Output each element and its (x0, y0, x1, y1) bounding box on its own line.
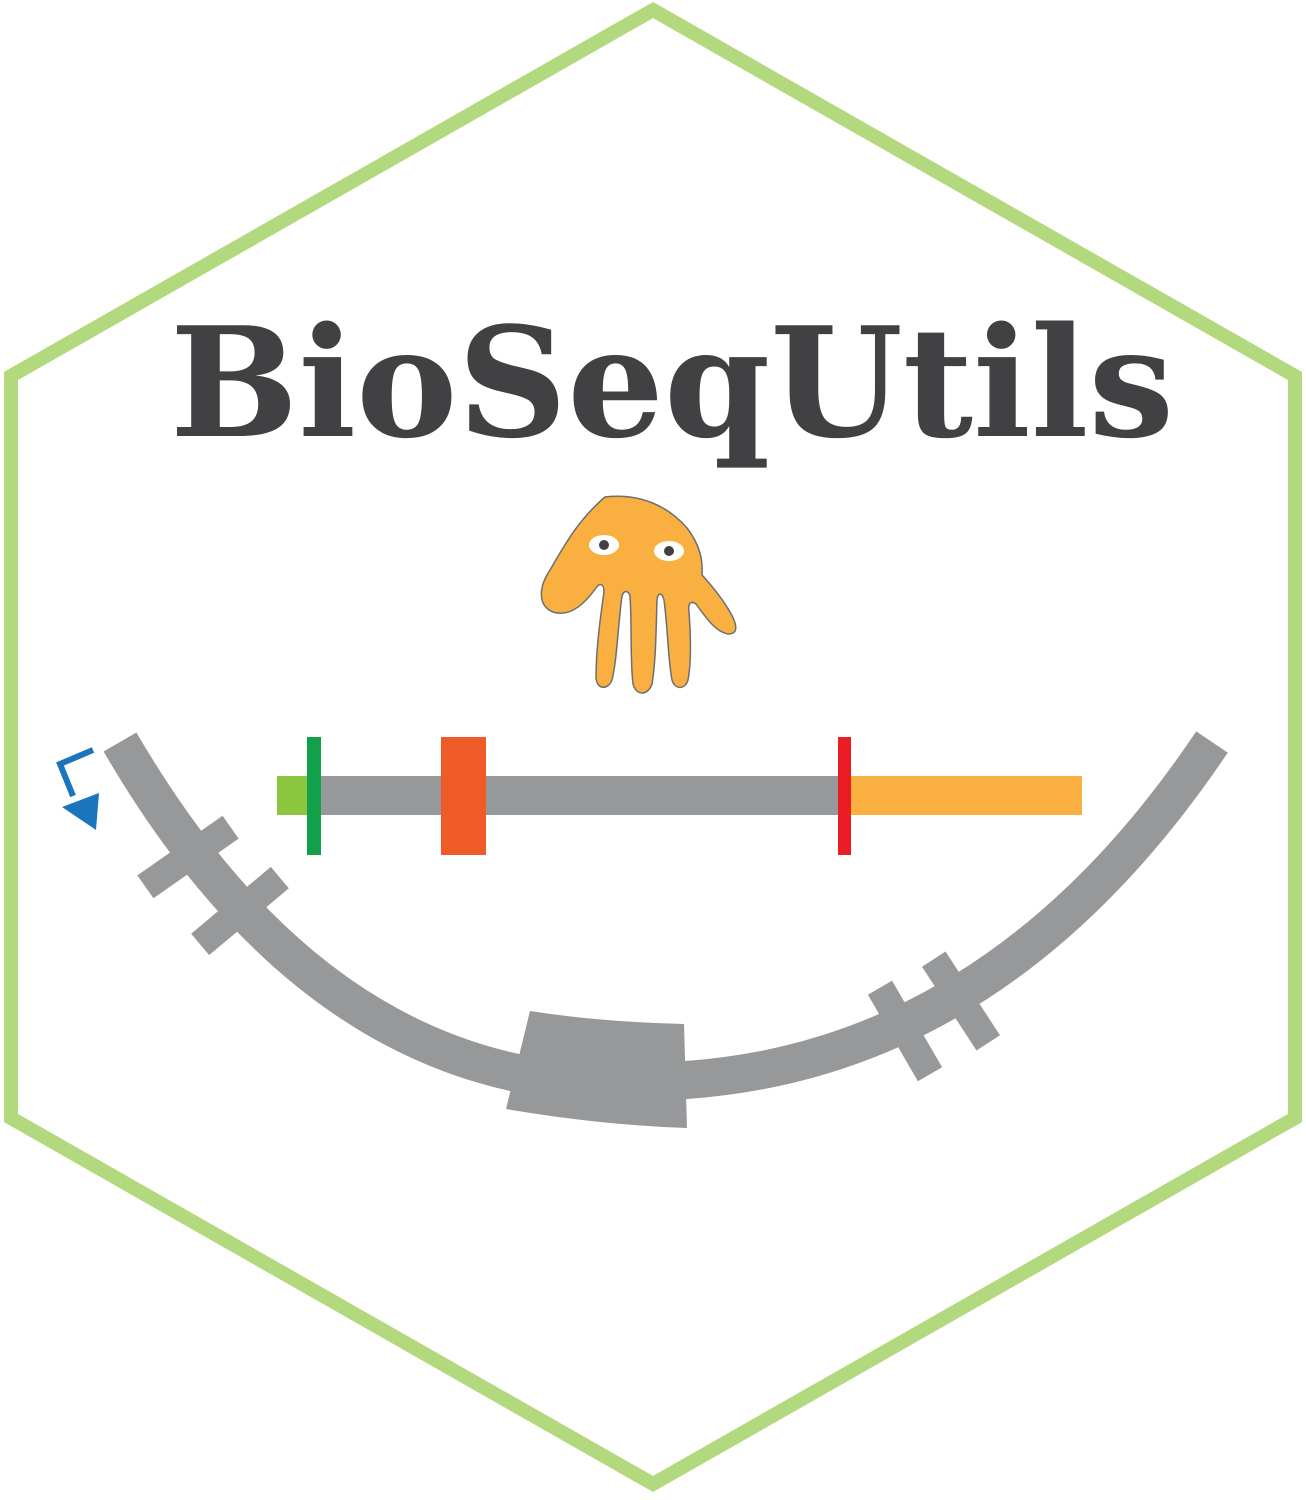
arc-crossbar (137, 815, 239, 899)
transcript-body (317, 776, 845, 815)
gene-arc (103, 731, 1228, 1128)
utr3-segment (845, 776, 1082, 815)
arc-central-block (506, 1011, 687, 1128)
logo-title: BioSeqUtils (170, 293, 1174, 472)
arc-crossbar (922, 951, 1000, 1051)
linear-transcript (277, 737, 1082, 855)
bent-arrow-icon (56, 747, 99, 830)
hexagon-border (3, 1, 1302, 1493)
arc-crossbar (191, 866, 289, 956)
exon-mark (441, 737, 486, 855)
stop-codon-mark (838, 737, 851, 855)
hand-creature-icon (540, 495, 737, 694)
start-codon-mark (307, 737, 321, 855)
arc-crossbar (867, 980, 943, 1082)
